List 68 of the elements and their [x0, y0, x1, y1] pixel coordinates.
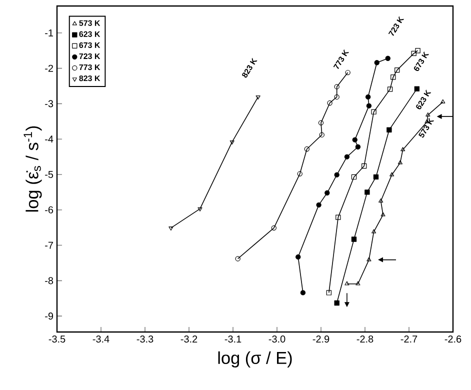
x-tick-label: -2.7: [400, 336, 418, 342]
point: [296, 254, 301, 260]
y-tick-label: -4: [45, 136, 54, 143]
point: [374, 60, 380, 66]
y-tick-label: -2: [45, 64, 53, 72]
point: [319, 132, 324, 138]
point: [318, 120, 324, 126]
y-axis-title: log (ε̇$_{s}$ / s$^{-1}$): [24, 126, 42, 212]
point: [300, 290, 306, 296]
point: [334, 300, 340, 306]
point: [326, 290, 332, 296]
x-tick-label: -3.5: [48, 336, 66, 343]
point: [373, 174, 379, 180]
point: [304, 146, 310, 152]
point: [372, 229, 376, 234]
point: [344, 154, 350, 160]
x-tick-label: -3.4: [92, 336, 110, 343]
point: [378, 198, 384, 202]
point: [364, 190, 370, 195]
point: [324, 190, 330, 196]
point: [366, 103, 372, 108]
x-tick-label: -3.1: [224, 336, 242, 343]
x-tick-label: -2.9: [312, 336, 330, 343]
point: [356, 281, 360, 286]
y-tick-label: -7: [45, 242, 53, 249]
point: [355, 144, 361, 150]
point: [387, 86, 393, 92]
point: [198, 207, 202, 212]
point: [366, 257, 372, 262]
y-tick-label: -1: [45, 29, 53, 36]
point: [334, 94, 340, 100]
point: [400, 147, 406, 152]
point: [385, 56, 390, 61]
point: [415, 48, 420, 54]
point: [362, 163, 367, 169]
point: [271, 225, 277, 231]
point: [365, 94, 371, 100]
point: [386, 127, 392, 132]
point: [297, 171, 302, 176]
point: [414, 86, 420, 92]
point: [351, 236, 357, 242]
point: [426, 112, 430, 116]
point: [351, 174, 357, 180]
point: [398, 160, 402, 164]
point: [380, 212, 386, 216]
point: [390, 172, 394, 176]
x-tick-label: -3.0: [268, 336, 286, 343]
point: [230, 140, 234, 145]
point: [327, 100, 332, 106]
point: [411, 50, 416, 56]
x-tick-label: -2.8: [356, 336, 374, 343]
point: [336, 214, 341, 220]
y-tick-label: -9: [45, 312, 54, 320]
point: [371, 109, 376, 114]
point: [334, 172, 340, 178]
x-tick-label: -3.3: [136, 336, 154, 343]
x-tick-label: -2.6: [444, 336, 462, 343]
x-axis-title: log (σ / E): [218, 351, 292, 368]
point: [390, 74, 396, 80]
y-tick-label: -3: [45, 100, 54, 108]
y-tick-label: -6: [45, 206, 54, 214]
point: [394, 67, 400, 73]
point: [316, 202, 322, 208]
y-tick-label: -5: [45, 171, 54, 178]
x-tick-label: -3.2: [180, 336, 198, 343]
point: [334, 84, 340, 90]
y-tick-label: -8: [45, 277, 54, 284]
point: [352, 137, 358, 142]
